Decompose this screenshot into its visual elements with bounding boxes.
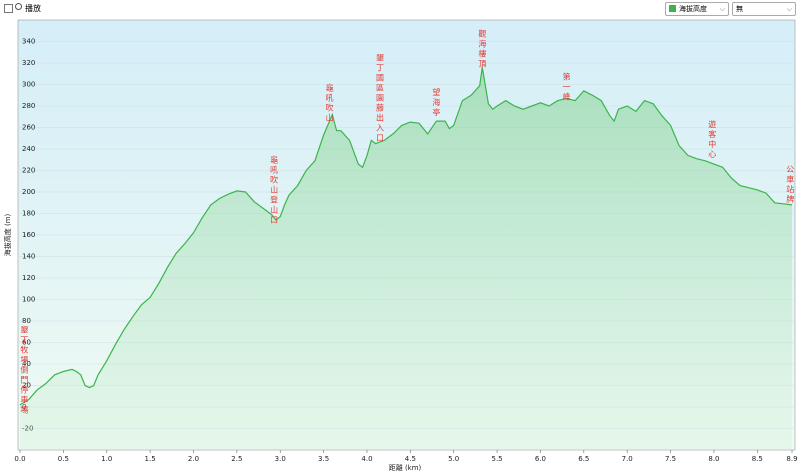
x-tick-label: 5.5 <box>492 455 503 463</box>
x-tick-label: 7.0 <box>622 455 633 463</box>
area-fill <box>20 67 792 451</box>
legend-swatch <box>669 5 676 12</box>
play-label: 播放 <box>25 4 41 13</box>
annotation: 公車站牌 <box>786 165 795 205</box>
x-tick-label: 4.0 <box>361 455 372 463</box>
option-select[interactable]: 無 ⌵ <box>732 2 796 16</box>
legend-label: 海拔高度 <box>679 5 707 13</box>
y-tick-label: 320 <box>22 59 35 67</box>
y-tick-label: 60 <box>22 339 31 347</box>
y-tick-label: 240 <box>22 145 35 153</box>
y-tick-label: 300 <box>22 81 35 89</box>
annotation: 望海亭 <box>432 87 441 118</box>
x-tick-label: 6.0 <box>535 455 546 463</box>
elevation-line <box>19 67 793 406</box>
chart: 海拔高度 (m) 距離 (km) -2002040608010012014016… <box>3 19 798 472</box>
x-tick-label: 6.5 <box>578 455 589 463</box>
x-tick-label: 7.5 <box>665 455 676 463</box>
y-tick-label: 140 <box>22 253 35 261</box>
y-tick-label: 80 <box>22 317 31 325</box>
x-axis-label: 距離 (km) <box>389 463 422 472</box>
option-value: 無 <box>736 5 743 13</box>
y-tick-label: 160 <box>22 231 35 239</box>
annotation: 觀海樓頂 <box>478 29 487 70</box>
annotation: 第一峰 <box>562 72 571 103</box>
y-tick-label: 340 <box>22 38 35 46</box>
x-tick-label: 1.5 <box>145 455 156 463</box>
annotation: 龜吼吹山登山口 <box>270 154 279 225</box>
y-tick-label: 20 <box>22 382 31 390</box>
x-tick-label: 0.5 <box>58 455 69 463</box>
y-tick-label: 200 <box>22 188 35 196</box>
y-tick-label: 120 <box>22 274 35 282</box>
x-tick-label: 0.0 <box>14 455 25 463</box>
x-tick-label: 8.9 <box>786 455 797 463</box>
y-axis-label: 海拔高度 (m) <box>3 213 12 256</box>
x-tick-label: 8.5 <box>752 455 763 463</box>
y-tick-label: 220 <box>22 167 35 175</box>
play-checkbox[interactable] <box>4 4 13 13</box>
x-tick-label: 5.0 <box>448 455 459 463</box>
y-tick-label: 40 <box>22 360 31 368</box>
y-tick-label: 100 <box>22 296 35 304</box>
x-tick-label: 3.0 <box>275 455 286 463</box>
series-select[interactable]: 海拔高度 ⌵ <box>665 2 729 16</box>
annotation: 龜吼吹山 <box>325 82 334 123</box>
x-tick-label: 2.5 <box>231 455 242 463</box>
toolbar: 播放 海拔高度 ⌵ 無 ⌵ <box>0 0 800 18</box>
y-tick-label: 280 <box>22 102 35 110</box>
x-tick-label: 4.5 <box>405 455 416 463</box>
annotation: 墾丁國區園藤出入口 <box>375 52 384 143</box>
y-tick-label: 260 <box>22 124 35 132</box>
x-tick-label: 1.0 <box>101 455 112 463</box>
x-tick-label: 2.0 <box>188 455 199 463</box>
x-tick-label: 8.0 <box>708 455 719 463</box>
zoom-icon[interactable] <box>15 3 22 10</box>
annotation: 墾丁牧場側門停車場 <box>20 324 29 415</box>
y-tick-label: 180 <box>22 210 35 218</box>
x-tick-label: 3.5 <box>318 455 329 463</box>
annotation: 遊客中心 <box>708 119 717 160</box>
